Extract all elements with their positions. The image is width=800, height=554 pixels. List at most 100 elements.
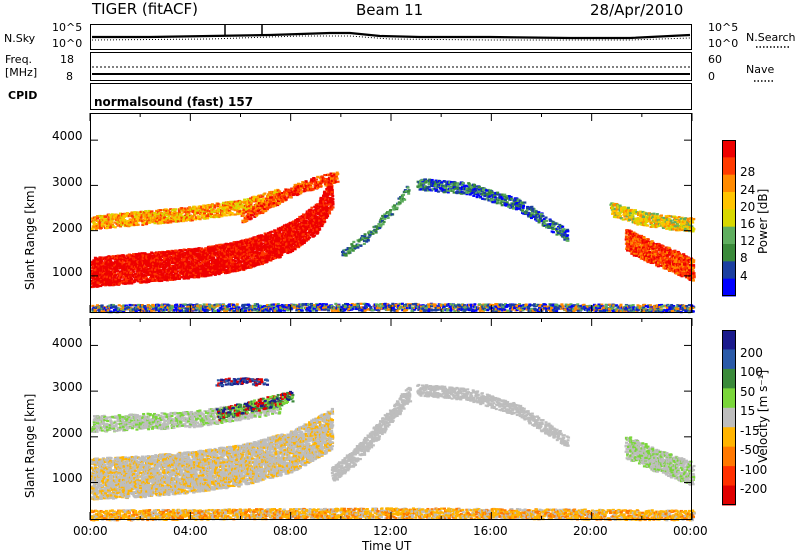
power-main-echo xyxy=(168,278,172,281)
power-main-echo xyxy=(123,263,127,266)
power-main-echo xyxy=(90,279,94,282)
power-main-echo xyxy=(225,251,229,254)
power-main-echo xyxy=(147,278,151,281)
power-upper-echo xyxy=(98,222,102,225)
power-main-echo xyxy=(312,223,316,226)
power-main-echo xyxy=(151,257,155,260)
power-main-echo xyxy=(316,231,320,234)
power-main-echo xyxy=(240,240,244,243)
power-main-echo xyxy=(155,253,159,256)
power-main-echo xyxy=(202,273,206,276)
power-main-echo xyxy=(164,278,168,282)
power-main-echo xyxy=(277,232,281,235)
power-upper-echo xyxy=(110,213,114,216)
power-main-echo xyxy=(153,272,157,276)
power-main-echo xyxy=(262,253,266,257)
power-main-echo xyxy=(155,279,159,282)
power-main-echo xyxy=(141,267,145,270)
power-main-echo xyxy=(322,211,326,215)
power-main-echo xyxy=(260,234,264,237)
power-main-echo xyxy=(282,249,286,252)
power-main-echo xyxy=(243,244,247,247)
power-main-echo xyxy=(207,266,211,269)
power-main-echo xyxy=(126,255,130,258)
power-main-echo xyxy=(105,272,109,275)
power-upper-echo xyxy=(125,221,129,224)
power-main-echo xyxy=(246,257,250,260)
power-main-echo xyxy=(219,271,223,274)
power-main-echo xyxy=(180,271,184,274)
power-main-echo xyxy=(248,253,252,256)
power-main-echo xyxy=(208,251,212,254)
power-main-echo xyxy=(252,261,256,264)
power-upper-echo xyxy=(118,212,122,215)
power-main-echo xyxy=(212,260,216,263)
power-main-echo xyxy=(193,267,197,270)
power-main-echo xyxy=(203,267,207,270)
power-main-echo xyxy=(184,262,188,265)
power-main-echo xyxy=(124,273,128,276)
power-main-echo xyxy=(108,265,112,269)
power-main-echo xyxy=(252,264,256,267)
power-upper-echo xyxy=(122,219,126,222)
power-main-echo xyxy=(209,259,213,262)
power-main-echo xyxy=(330,192,334,195)
power-main-echo xyxy=(198,253,202,256)
power-upper-echo xyxy=(129,223,133,226)
power-main-echo xyxy=(121,280,125,283)
power-main-echo xyxy=(259,239,263,242)
power-main-echo xyxy=(248,260,252,263)
power-main-echo xyxy=(189,275,193,279)
power-main-echo xyxy=(210,266,214,269)
power-main-echo xyxy=(171,260,175,263)
power-main-echo xyxy=(185,253,189,256)
power-main-echo xyxy=(247,266,251,269)
power-main-echo xyxy=(220,255,224,259)
power-main-echo xyxy=(103,257,107,260)
power-main-echo xyxy=(233,264,237,267)
power-main-echo xyxy=(224,246,228,249)
power-upper-echo xyxy=(116,221,120,224)
noise-left-tick-top: 10^5 xyxy=(52,22,82,33)
power-upper-echo xyxy=(136,211,140,214)
power-main-echo xyxy=(198,268,202,271)
power-main-echo xyxy=(102,261,106,265)
power-main-echo xyxy=(211,248,215,251)
power-main-echo xyxy=(240,252,244,255)
power-main-echo xyxy=(300,240,304,243)
power-main-echo xyxy=(209,256,213,259)
power-main-echo xyxy=(223,252,227,255)
power-main-echo xyxy=(262,256,266,260)
power-main-echo xyxy=(177,277,181,280)
power-main-echo xyxy=(257,237,261,240)
power-main-echo xyxy=(312,226,316,229)
power-main-echo xyxy=(170,274,174,277)
power-main-echo xyxy=(313,234,317,237)
power-main-echo xyxy=(217,259,221,262)
power-upper-echo xyxy=(116,217,120,221)
power-main-echo xyxy=(99,265,103,268)
power-upper-echo xyxy=(108,223,112,226)
power-main-echo xyxy=(249,266,253,269)
power-main-echo xyxy=(311,220,315,224)
power-plot xyxy=(89,113,696,314)
power-main-echo xyxy=(259,247,263,250)
power-main-echo xyxy=(189,274,193,278)
power-main-echo xyxy=(330,193,334,196)
power-main-echo xyxy=(328,202,332,205)
power-main-echo xyxy=(152,272,156,275)
power-main-echo xyxy=(97,272,101,275)
power-main-echo xyxy=(213,251,217,255)
power-main-echo xyxy=(295,220,299,223)
power-main-echo xyxy=(320,205,324,208)
power-main-echo xyxy=(198,256,202,259)
power-main-echo xyxy=(291,226,295,229)
power-main-echo xyxy=(111,273,115,276)
power-main-echo xyxy=(137,266,141,269)
power-upper-echo xyxy=(102,225,106,228)
power-main-echo xyxy=(123,271,127,274)
power-main-echo xyxy=(172,252,176,255)
power-main-echo xyxy=(105,274,109,277)
power-main-echo xyxy=(150,254,154,257)
power-main-echo xyxy=(117,276,121,279)
